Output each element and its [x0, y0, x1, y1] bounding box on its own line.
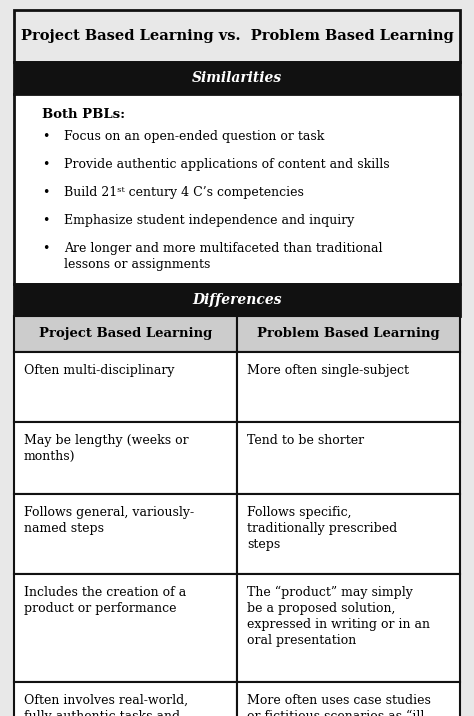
Bar: [237, 316, 460, 352]
Text: •: •: [42, 242, 49, 255]
Bar: [14, 62, 460, 94]
Text: Provide authentic applications of content and skills: Provide authentic applications of conten…: [64, 158, 390, 171]
Text: •: •: [42, 214, 49, 227]
Text: Both PBLs:: Both PBLs:: [42, 108, 125, 121]
Bar: [237, 574, 460, 682]
Bar: [14, 494, 237, 574]
Bar: [14, 574, 237, 682]
Text: Includes the creation of a
product or performance: Includes the creation of a product or pe…: [24, 586, 186, 615]
Text: Project Based Learning vs.  Problem Based Learning: Project Based Learning vs. Problem Based…: [21, 29, 453, 43]
Bar: [14, 352, 237, 422]
Bar: [237, 422, 460, 494]
Text: May be lengthy (weeks or
months): May be lengthy (weeks or months): [24, 434, 189, 463]
Text: Focus on an open-ended question or task: Focus on an open-ended question or task: [64, 130, 324, 143]
Text: •: •: [42, 186, 49, 199]
Text: Problem Based Learning: Problem Based Learning: [257, 327, 440, 341]
Bar: [14, 10, 460, 62]
Text: More often single-subject: More often single-subject: [247, 364, 409, 377]
Bar: [14, 316, 237, 352]
Bar: [14, 682, 237, 716]
Bar: [14, 94, 460, 284]
Text: Tend to be shorter: Tend to be shorter: [247, 434, 364, 447]
Text: Follows general, variously-
named steps: Follows general, variously- named steps: [24, 506, 194, 535]
Text: •: •: [42, 158, 49, 171]
Text: Similarities: Similarities: [192, 71, 282, 85]
Bar: [237, 494, 460, 574]
Text: The “product” may simply
be a proposed solution,
expressed in writing or in an
o: The “product” may simply be a proposed s…: [247, 586, 430, 647]
Text: Project Based Learning: Project Based Learning: [39, 327, 212, 341]
Text: •: •: [42, 130, 49, 143]
Text: Often involves real-world,
fully authentic tasks and
settings: Often involves real-world, fully authent…: [24, 694, 188, 716]
Bar: [14, 284, 460, 316]
Bar: [237, 682, 460, 716]
Text: Emphasize student independence and inquiry: Emphasize student independence and inqui…: [64, 214, 355, 227]
Text: Follows specific,
traditionally prescribed
steps: Follows specific, traditionally prescrib…: [247, 506, 397, 551]
Text: Are longer and more multifaceted than traditional
lessons or assignments: Are longer and more multifaceted than tr…: [64, 242, 383, 271]
Text: Build 21ˢᵗ century 4 C’s competencies: Build 21ˢᵗ century 4 C’s competencies: [64, 186, 304, 199]
Bar: [237, 352, 460, 422]
Text: Often multi-disciplinary: Often multi-disciplinary: [24, 364, 174, 377]
Text: Differences: Differences: [192, 293, 282, 307]
Bar: [14, 422, 237, 494]
Text: More often uses case studies
or fictitious scenarios as “ill-
structured problem: More often uses case studies or fictitio…: [247, 694, 431, 716]
